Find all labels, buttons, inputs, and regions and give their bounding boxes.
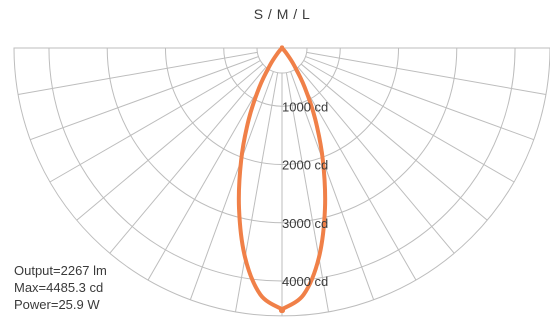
stat-max: Max=4485.3 cd	[14, 280, 103, 295]
spoke--20	[189, 71, 274, 301]
chart-title: S / M / L	[254, 6, 311, 22]
radial-tick-label: 2000 cd	[282, 158, 328, 173]
spoke-10	[285, 72, 330, 313]
candela-curves	[236, 45, 328, 314]
radial-tick-label: 3000 cd	[282, 216, 328, 231]
stat-output: Output=2267 lm	[14, 263, 107, 278]
radial-tick-label: 4000 cd	[282, 274, 328, 289]
inner-ring	[256, 47, 308, 74]
radial-tick-labels: 1000 cd 2000 cd 3000 cd 4000 cd	[282, 99, 328, 289]
spoke--40	[109, 66, 267, 254]
spoke-60	[303, 60, 515, 183]
spoke--10	[234, 72, 279, 313]
stats-block: Output=2267 lm Max=4485.3 cd Power=25.9 …	[14, 263, 107, 312]
spoke-70	[305, 56, 535, 141]
spoke-40	[297, 66, 455, 254]
spoke--30	[147, 69, 270, 281]
spoke-20	[290, 71, 375, 301]
spoke-30	[294, 69, 417, 281]
candela-curve-0	[236, 45, 328, 314]
spoke--80	[17, 51, 258, 96]
outer-boundary	[13, 47, 550, 317]
spoke--70	[29, 56, 259, 141]
spoke--50	[76, 63, 264, 221]
spoke--60	[49, 60, 261, 183]
spoke-80	[306, 51, 547, 96]
polar-grid	[13, 47, 550, 317]
radial-tick-label: 1000 cd	[282, 99, 328, 114]
stat-power: Power=25.9 W	[14, 297, 100, 312]
spoke-50	[300, 63, 488, 221]
